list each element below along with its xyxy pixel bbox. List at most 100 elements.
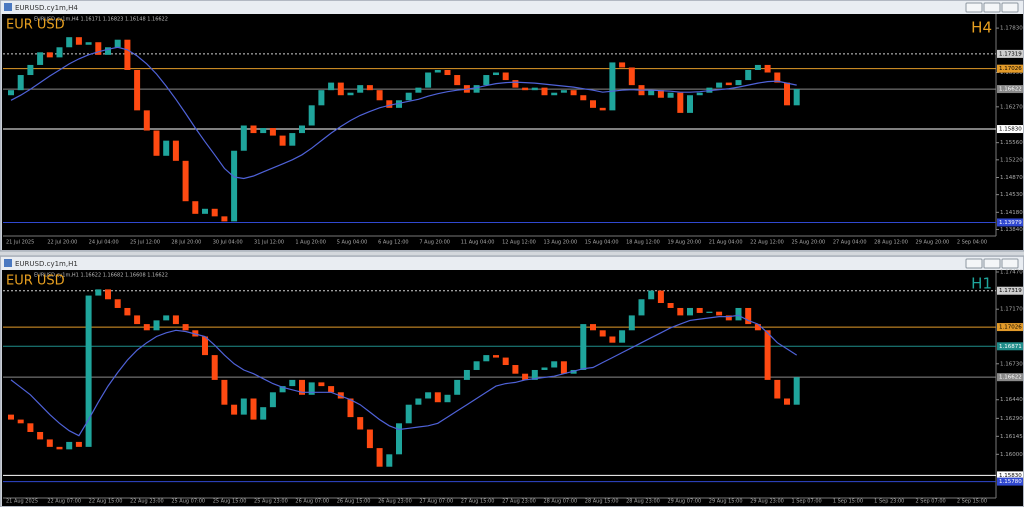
candle [502,72,509,81]
candle [754,324,761,331]
candle [696,307,703,313]
candle [531,369,538,380]
x-tick-label: 28 Aug 12:00 [874,240,908,246]
y-tick-label: 1.17470 [1000,270,1023,276]
candle [493,72,499,76]
candle [221,216,228,222]
candle [541,87,548,96]
candle [483,75,490,86]
x-tick-label: 5 Aug 04:00 [337,240,368,246]
candle [114,39,121,48]
candle [27,64,34,76]
candle [66,441,73,450]
y-tick-label: 1.14180 [1000,210,1023,216]
x-tick-label: 28 Aug 23:00 [626,499,660,505]
price-level-label: 1.17026 [999,66,1022,72]
candle [231,150,238,222]
candle [376,90,383,101]
x-tick-label: 25 Aug 20:00 [791,240,825,246]
candle [211,355,218,380]
candle [27,423,34,432]
candle [580,324,587,370]
candle [531,87,538,91]
x-tick-label: 12 Aug 12:00 [502,240,536,246]
y-tick-label: 1.16145 [1000,434,1023,440]
candle [134,315,141,325]
y-tick-label: 1.13840 [1000,227,1023,233]
candle [725,82,732,86]
x-tick-label: 22 Aug 23:00 [130,499,164,505]
candle [425,392,432,399]
x-tick-label: 29 Aug 23:00 [750,499,784,505]
candle [716,311,723,316]
candle [570,369,577,374]
x-tick-label: 29 Aug 15:00 [709,499,743,505]
window-button[interactable] [1001,2,1019,13]
price-level-label: 1.15830 [999,127,1022,133]
window-button[interactable] [983,2,1001,13]
moving-average [10,314,798,437]
candle [95,289,102,296]
price-level-tag [997,342,1023,351]
candle [396,100,402,108]
x-tick-label: 13 Aug 20:00 [543,240,577,246]
candle [677,307,684,316]
candle [260,128,267,134]
chart-info: EURUSD.cy1m,H4 1.16171 1.16823 1.16148 1… [34,17,168,23]
candle [657,290,664,304]
candle [85,295,92,447]
x-tick-label: 22 Aug 07:00 [47,499,81,505]
window-button[interactable] [965,2,983,13]
candle [347,398,354,418]
candle [677,92,684,113]
x-tick-label: 22 Aug 15:00 [89,499,123,505]
candle [444,394,451,403]
price-level-label: 1.17026 [999,325,1022,331]
price-level-tag [997,125,1023,134]
window-button[interactable] [1001,258,1019,269]
candle [434,392,441,403]
x-tick-label: 22 Jul 20:00 [47,240,77,246]
y-tick-label: 1.16000 [1000,452,1023,458]
x-tick-label: 6 Aug 12:00 [378,240,409,246]
candle [366,85,373,91]
candle [250,125,257,134]
candle [735,80,742,86]
candle [590,100,596,108]
y-tick-label: 1.15560 [1000,140,1023,146]
candle [628,315,635,331]
x-tick-label: 19 Aug 20:00 [667,240,701,246]
candle [124,307,131,316]
candle [609,336,616,343]
candle [357,417,364,430]
x-tick-label: 7 Aug 20:00 [419,240,450,246]
window-button[interactable] [983,258,1001,269]
candle [366,429,373,449]
price-level-tag [997,218,1023,227]
x-tick-label: 2 Sep 04:00 [957,240,987,246]
candle [696,92,703,96]
x-tick-label: 24 Jul 04:00 [89,240,119,246]
candle [347,92,354,96]
window-button[interactable] [965,258,983,269]
candle [386,454,393,467]
candle [745,307,752,325]
candle [609,62,616,111]
candle [599,330,606,337]
candle [735,307,742,321]
candle [250,398,257,420]
x-tick-label: 27 Aug 23:00 [502,499,536,505]
candle [764,330,771,380]
candle [745,69,752,81]
candle [240,125,247,151]
price-level-label: 1.15780 [999,479,1022,485]
candle [328,82,335,91]
candle [774,379,781,399]
x-tick-label: 26 Aug 15:00 [337,499,371,505]
candle [143,110,150,131]
symbol-label: EUR USD [6,274,65,289]
x-tick-label: 22 Aug 12:00 [750,240,784,246]
candle [502,357,509,366]
candle [512,80,519,88]
window-title: EURUSD.cy1m,H4 [15,4,78,12]
